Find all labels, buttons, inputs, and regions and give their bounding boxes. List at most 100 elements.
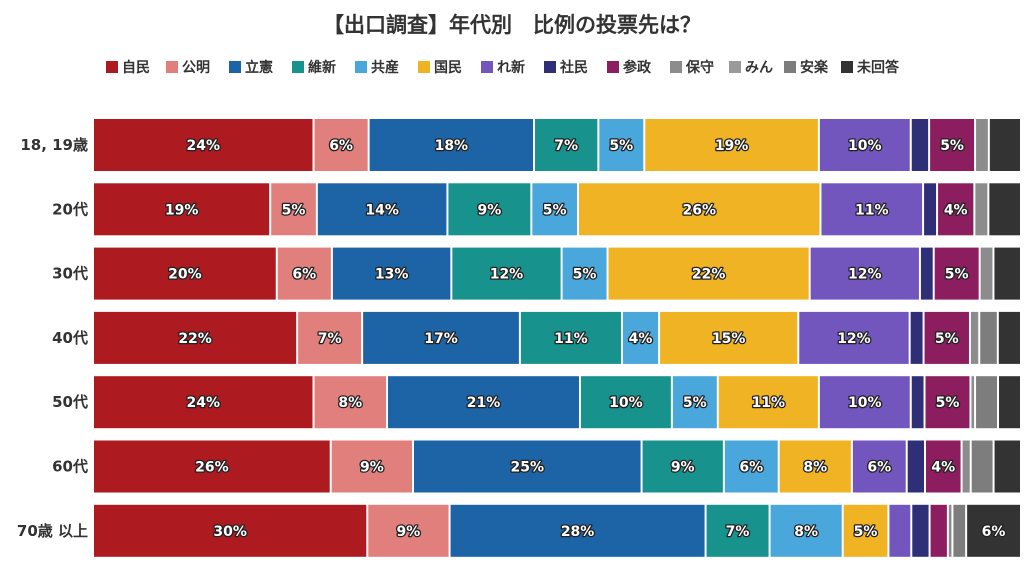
bar-segment-社民 bbox=[907, 440, 924, 493]
bar-segment-国民 bbox=[660, 311, 798, 364]
legend-swatch bbox=[355, 61, 367, 73]
data-label: 6% bbox=[739, 460, 763, 476]
bar-segment-自民 bbox=[94, 440, 330, 493]
legend-swatch bbox=[229, 61, 241, 73]
bar-segment-れ新 bbox=[819, 376, 910, 429]
data-label: 7% bbox=[318, 331, 342, 347]
category-label: 60代 bbox=[52, 458, 88, 476]
bar-segment-維新 bbox=[448, 183, 531, 236]
bar-segment-国民 bbox=[718, 376, 818, 429]
bar-segment-国民 bbox=[843, 504, 888, 557]
bar-segment-未回答 bbox=[994, 440, 1020, 493]
legend-label: 安楽 bbox=[800, 59, 829, 76]
bar-segment-安楽 bbox=[976, 376, 998, 429]
legend-swatch bbox=[418, 61, 430, 73]
legend-swatch bbox=[841, 61, 853, 73]
data-label: 9% bbox=[360, 460, 384, 476]
data-label: 5% bbox=[573, 267, 597, 283]
data-label: 19% bbox=[715, 138, 749, 154]
data-label: 26% bbox=[195, 460, 229, 476]
data-label: 17% bbox=[424, 331, 458, 347]
bar-segment-自民 bbox=[94, 504, 367, 557]
legend-item-みん: みん bbox=[729, 60, 773, 76]
legend-swatch bbox=[607, 61, 619, 73]
bar-segment-国民 bbox=[779, 440, 851, 493]
legend-label: 社民 bbox=[559, 59, 588, 76]
bar-segment-共産 bbox=[770, 504, 842, 557]
bar-segment-自民 bbox=[94, 119, 313, 171]
bar-segment-公明 bbox=[368, 504, 449, 557]
bar-segment-れ新 bbox=[889, 504, 911, 557]
data-label: 15% bbox=[712, 331, 746, 347]
bar-segment-公明 bbox=[271, 183, 316, 236]
bar-segment-社民 bbox=[910, 311, 923, 364]
legend-item-参政: 参政 bbox=[607, 59, 652, 76]
data-label: 5% bbox=[683, 395, 707, 411]
bar-segment-公明 bbox=[298, 311, 362, 364]
bar-segment-維新 bbox=[535, 119, 598, 171]
bar-segment-共産 bbox=[672, 376, 717, 429]
legend-item-共産: 共産 bbox=[355, 59, 399, 76]
legend-label: 公明 bbox=[182, 60, 210, 76]
legend-item-公明: 公明 bbox=[166, 60, 210, 76]
legend-item-自民: 自民 bbox=[106, 59, 150, 76]
category-label: 30代 bbox=[52, 265, 88, 283]
bar-segment-保守 bbox=[975, 183, 988, 236]
category-label: 18, 19歳 bbox=[20, 136, 88, 154]
bar-segment-保守 bbox=[976, 119, 988, 171]
legend-swatch bbox=[784, 61, 796, 73]
bar-segment-未回答 bbox=[998, 311, 1020, 364]
bar-segment-公明 bbox=[277, 247, 331, 300]
bar-segment-共産 bbox=[622, 311, 659, 364]
bar-segment-安楽 bbox=[980, 311, 997, 364]
bar-segment-れ新 bbox=[821, 183, 923, 236]
legend-item-社民: 社民 bbox=[544, 59, 588, 76]
bar-segment-国民 bbox=[578, 183, 820, 236]
bar-segment-維新 bbox=[452, 247, 561, 300]
legend-item-維新: 維新 bbox=[292, 59, 336, 76]
legend-label: みん bbox=[745, 60, 773, 76]
legend-swatch bbox=[670, 61, 682, 73]
data-label: 7% bbox=[726, 524, 750, 540]
category-label: 40代 bbox=[52, 329, 88, 347]
legend-item-保守: 保守 bbox=[670, 59, 714, 76]
data-label: 14% bbox=[365, 202, 399, 218]
bar-segment-共産 bbox=[562, 247, 607, 300]
data-label: 9% bbox=[477, 202, 501, 218]
bar-segment-維新 bbox=[580, 376, 671, 429]
category-label: 70歳 以上 bbox=[17, 522, 88, 540]
bar-segment-社民 bbox=[924, 183, 937, 236]
data-label: 12% bbox=[490, 267, 524, 283]
data-label: 11% bbox=[752, 395, 786, 411]
bar-segment-自民 bbox=[94, 311, 297, 364]
legend-label: 保守 bbox=[685, 59, 714, 76]
bars bbox=[94, 119, 1020, 557]
bar-segment-立憲 bbox=[388, 376, 579, 429]
category-labels: 18, 19歳 20代 30代 40代 50代 60代 70歳 以上 bbox=[17, 136, 88, 540]
bar-segment-安楽 bbox=[953, 504, 966, 557]
bar-segment-参政 bbox=[934, 247, 979, 300]
data-label: 5% bbox=[854, 524, 878, 540]
data-label: 9% bbox=[397, 524, 421, 540]
data-label: 4% bbox=[944, 202, 968, 218]
data-label: 5% bbox=[282, 202, 306, 218]
bar-segment-立憲 bbox=[414, 440, 641, 493]
bar-segment-保守 bbox=[971, 376, 975, 429]
data-label: 8% bbox=[803, 460, 827, 476]
data-label: 10% bbox=[848, 138, 882, 154]
data-label: 30% bbox=[213, 524, 247, 540]
data-label: 10% bbox=[848, 395, 882, 411]
bar-segment-自民 bbox=[94, 376, 313, 429]
bar-segment-れ新 bbox=[810, 247, 919, 300]
data-label: 24% bbox=[186, 138, 220, 154]
bar-segment-社民 bbox=[911, 376, 924, 429]
bar-segment-れ新 bbox=[799, 311, 909, 364]
legend: 自民 公明 立憲 維新 共産 国民 れ新 社民 参政 保守 みん 安楽 未回答 bbox=[106, 59, 900, 76]
bar-segment-安楽 bbox=[971, 440, 993, 493]
data-label: 22% bbox=[178, 331, 212, 347]
bar-segment-未回答 bbox=[994, 247, 1020, 300]
legend-swatch bbox=[292, 61, 304, 73]
data-label: 4% bbox=[931, 460, 955, 476]
data-label: 9% bbox=[671, 460, 695, 476]
legend-item-立憲: 立憲 bbox=[229, 59, 273, 76]
